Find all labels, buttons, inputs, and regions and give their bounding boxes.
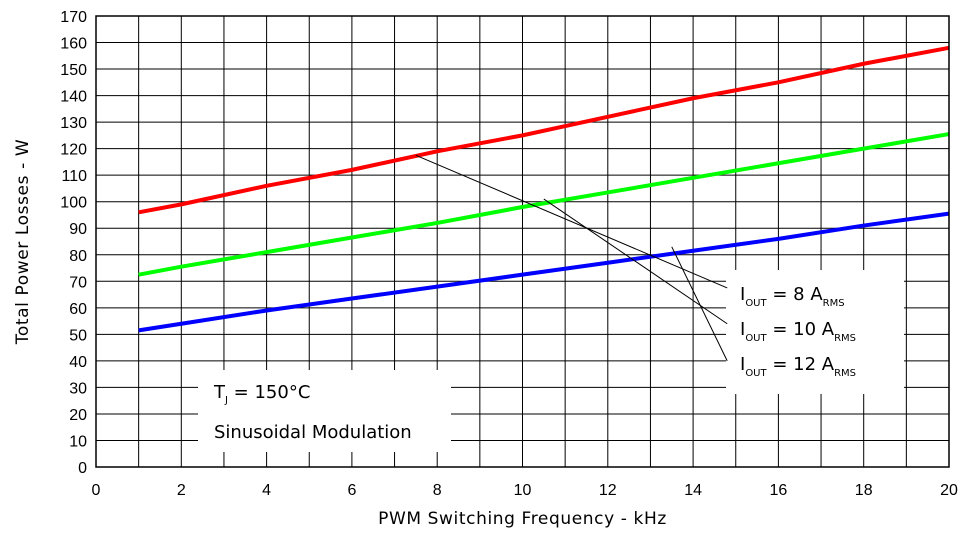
chart-series [138, 45, 950, 333]
condition-modulation: Sinusoidal Modulation [214, 422, 412, 443]
legend: IOUT = 8 ARMS IOUT = 10 ARMS IOUT = 12 ARM… [726, 270, 904, 394]
x-tick-label: 0 [92, 482, 101, 499]
legend-entry-2: IOUT = 10 ARMS [740, 319, 856, 344]
y-tick-label: 30 [69, 380, 87, 397]
y-tick-label: 50 [69, 327, 87, 344]
conditions-box-bg [198, 370, 451, 452]
series-line-3 [138, 211, 950, 333]
y-tick-label: 90 [69, 221, 87, 238]
x-axis-label: PWM Switching Frequency - kHz [378, 509, 667, 529]
x-tick-label: 10 [514, 482, 532, 499]
y-tick-label: 170 [60, 9, 87, 26]
legend-pointers [415, 154, 728, 362]
y-tick-label: 160 [60, 36, 87, 53]
y-tick-label: 100 [60, 195, 87, 212]
legend-entry-1: IOUT = 8 ARMS [740, 284, 845, 309]
series-line-1 [138, 45, 950, 215]
y-axis-label: Total Power Losses - W [13, 139, 33, 345]
y-tick-label: 140 [60, 89, 87, 106]
x-tick-label: 4 [262, 482, 271, 499]
plot-frame [95, 15, 950, 468]
x-tick-label: 14 [684, 482, 702, 499]
x-tick-label: 6 [347, 482, 356, 499]
x-tick-label: 20 [940, 482, 958, 499]
y-tick-label: 10 [69, 433, 87, 450]
y-tick-label: 110 [61, 168, 87, 185]
legend-pointer-1 [415, 154, 728, 289]
y-tick-label: 20 [69, 407, 87, 424]
y-tick-label: 70 [69, 274, 87, 291]
y-tick-labels: 0 10 20 30 40 50 60 70 80 90 100 110 120 130 140 150 160… [60, 9, 87, 477]
x-tick-label: 2 [177, 482, 186, 499]
y-tick-label: 60 [69, 301, 87, 318]
y-tick-label: 40 [69, 354, 87, 371]
legend-pointer-3 [671, 246, 728, 362]
series-line-2 [138, 132, 950, 277]
legend-entry-3: IOUT = 12 ARMS [740, 354, 856, 379]
legend-pointer-2 [543, 198, 728, 325]
x-tick-label: 18 [855, 482, 873, 499]
x-tick-label: 12 [599, 482, 617, 499]
condition-tj: TJ = 150°C [213, 382, 310, 406]
y-tick-label: 80 [69, 248, 87, 265]
x-tick-label: 16 [770, 482, 788, 499]
y-tick-label: 150 [60, 62, 87, 79]
y-tick-label: 130 [60, 115, 87, 132]
x-tick-labels: 0 2 4 6 8 10 12 14 16 18 20 [92, 482, 958, 499]
legend-bg [726, 270, 904, 394]
y-tick-label: 120 [60, 142, 87, 159]
conditions-box: TJ = 150°C Sinusoidal Modulation [198, 370, 451, 452]
y-tick-label: 0 [78, 460, 87, 477]
x-tick-label: 8 [433, 482, 442, 499]
